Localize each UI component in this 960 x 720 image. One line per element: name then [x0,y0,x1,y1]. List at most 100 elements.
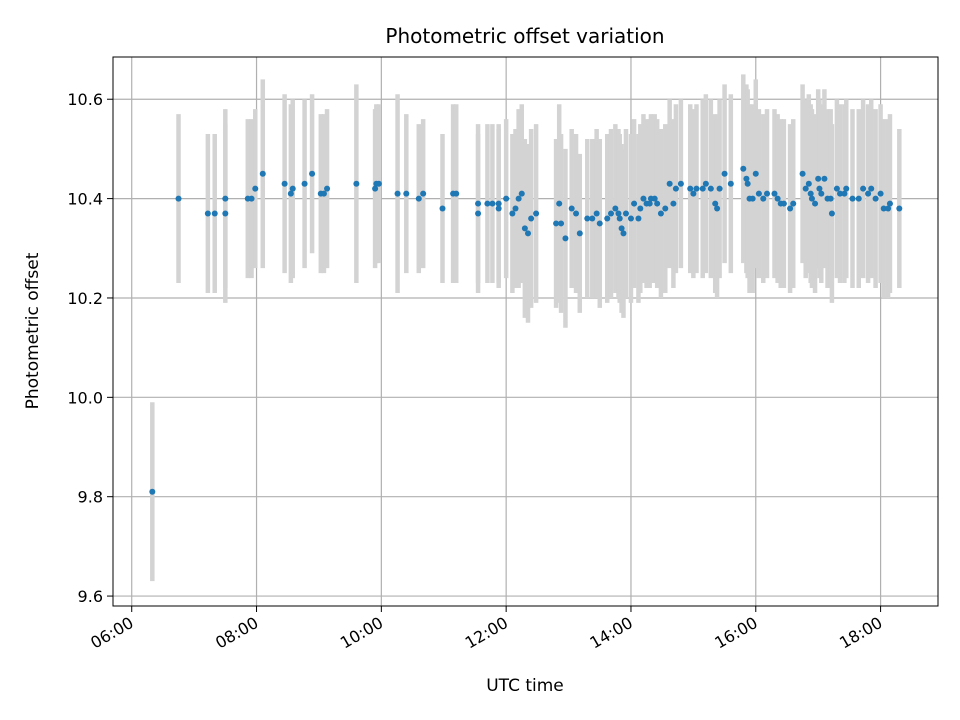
y-axis: 9.6 9.8 10.0 10.2 10.4 10.6 [67,90,113,606]
data-point [828,210,835,217]
data-point [640,195,647,202]
data-point [503,195,510,202]
data-point [837,190,844,197]
data-point [375,180,382,187]
data-point [439,205,446,212]
data-point [818,190,825,197]
data-point [248,195,255,202]
data-point [301,180,308,187]
data-point [287,190,294,197]
data-point [533,210,540,217]
y-tick-label: 10.0 [67,388,103,407]
data-point [475,200,482,207]
plot-frame [112,56,939,607]
data-point [252,185,259,192]
data-point [690,190,697,197]
data-point [849,195,856,202]
data-point [808,195,815,202]
data-point [589,215,596,222]
data-point [815,175,822,182]
data-point [672,185,679,192]
chart-title: Photometric offset variation [385,24,664,48]
data-point [868,185,875,192]
data-point [453,190,460,197]
data-point [484,200,491,207]
data-point [556,200,563,207]
data-point [699,185,706,192]
data-point [607,210,614,217]
data-point [771,190,778,197]
data-point [744,180,751,187]
data-point [558,220,565,227]
data-point [841,190,848,197]
data-point [515,195,522,202]
data-point [749,195,756,202]
data-point [584,215,591,222]
data-point [372,185,379,192]
data-point [521,225,528,232]
data-point [787,205,794,212]
x-axis-label: UTC time [486,676,564,696]
data-point [528,215,535,222]
data-point [403,190,410,197]
data-point [631,200,638,207]
data-point [259,170,266,177]
data-point [562,235,569,242]
data-point [612,205,619,212]
data-point [799,170,806,177]
data-point [727,180,734,187]
data-point [790,200,797,207]
data-point [885,205,892,212]
data-point [743,175,750,182]
data-point [654,200,661,207]
data-points [149,165,903,495]
data-point [324,185,331,192]
data-point [780,200,787,207]
data-point [353,180,360,187]
data-point [666,180,673,187]
data-point [509,210,516,217]
data-point [843,185,850,192]
y-tick-label: 9.8 [78,488,103,507]
data-point [573,210,580,217]
data-point [222,195,229,202]
data-point [896,205,903,212]
data-point [827,195,834,202]
data-point [618,225,625,232]
data-point [289,185,296,192]
data-point [702,180,709,187]
data-point [816,185,823,192]
data-point [764,190,771,197]
data-point [320,190,327,197]
data-point [714,205,721,212]
data-point [755,190,762,197]
data-point [877,190,884,197]
data-point [740,165,747,172]
data-point [204,210,211,217]
data-point [420,190,427,197]
data-point [568,205,575,212]
data-point [752,170,759,177]
data-point [475,210,482,217]
data-point [886,200,893,207]
data-point [880,205,887,212]
data-point [646,200,653,207]
y-tick-label: 9.6 [78,587,103,606]
data-point [518,190,525,197]
data-point [687,185,694,192]
data-point [281,180,288,187]
data-point [175,195,182,202]
data-point [593,210,600,217]
data-point [394,190,401,197]
data-point [604,215,611,222]
data-point [712,200,719,207]
data-point [596,220,603,227]
data-point [637,205,644,212]
data-point [524,230,531,237]
data-point [716,185,723,192]
data-point [662,205,669,212]
data-point [489,200,496,207]
data-point [802,185,809,192]
y-axis-label: Photometric offset [23,252,43,409]
